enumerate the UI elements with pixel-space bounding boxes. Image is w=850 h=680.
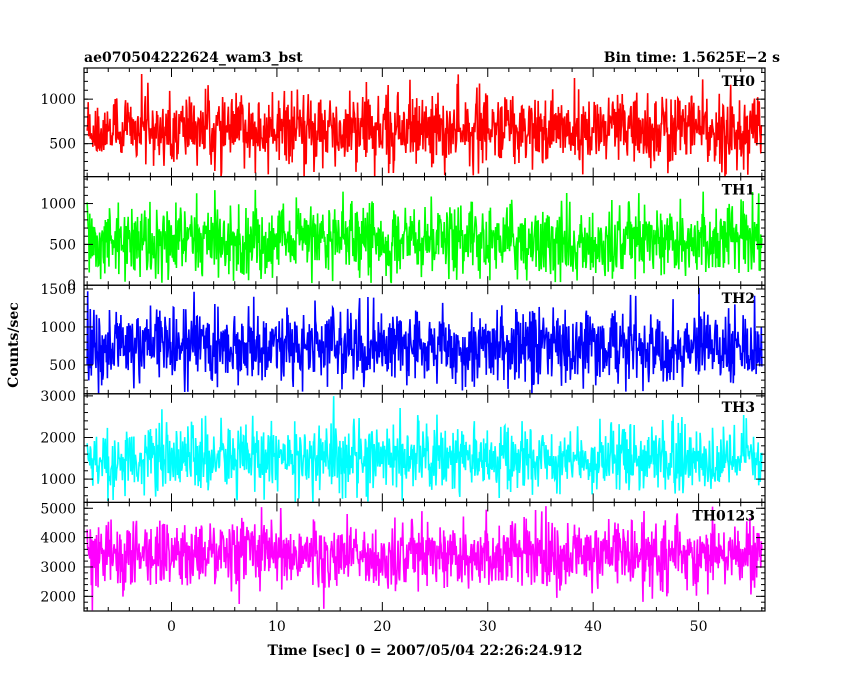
y-tick-label: 3000 <box>40 389 76 405</box>
bin-time-label: Bin time: 1.5625E−2 s <box>604 50 780 66</box>
y-tick-label: 0 <box>67 278 76 294</box>
series-line-th1 <box>86 189 763 284</box>
y-tick-label: 2000 <box>40 430 76 446</box>
panel-label: TH0123 <box>692 508 755 524</box>
series-line-th0123 <box>86 506 763 611</box>
series-line-th3 <box>86 396 763 503</box>
y-tick-label: 1000 <box>40 197 76 213</box>
series-line-th0 <box>86 73 763 177</box>
panels-group: 5001000TH005001000TH150010001500TH210002… <box>40 67 766 635</box>
series-line-th2 <box>86 287 763 394</box>
y-tick-label: 500 <box>49 358 76 374</box>
y-tick-label: 1000 <box>40 472 76 488</box>
y-tick-label: 500 <box>49 137 76 153</box>
panel-label: TH3 <box>722 400 755 416</box>
x-tick-label: 40 <box>584 619 602 635</box>
y-tick-label: 1500 <box>40 282 76 298</box>
chart-title: ae070504222624_wam3_bst <box>84 50 303 66</box>
panel-label: TH1 <box>722 183 755 199</box>
panel-label: TH0 <box>722 74 756 90</box>
panel-th0123: 2000 3000 4000 5000 TH0123 <box>40 501 766 612</box>
x-tick-label: 20 <box>373 619 391 635</box>
y-tick-label: 3000 <box>40 560 76 576</box>
x-tick-label: 50 <box>690 619 708 635</box>
panel-th3: 1000 2000 3000 TH3 <box>40 389 766 503</box>
y-axis-label: Counts/sec <box>6 302 22 388</box>
panel-th1: 0 500 1000 TH1 <box>40 176 766 294</box>
y-tick-label: 4000 <box>40 531 76 547</box>
y-tick-label: 1000 <box>40 92 76 108</box>
y-tick-label: 1000 <box>40 320 76 336</box>
panel-label: TH2 <box>722 291 755 307</box>
x-tick-label: 0 <box>167 619 176 635</box>
y-tick-label: 500 <box>49 237 76 253</box>
panel-th2: 500 1000 1500 TH2 <box>40 282 766 395</box>
panel-th0: 500 1000 TH0 <box>40 67 766 178</box>
y-tick-label: 5000 <box>40 501 76 517</box>
x-tick-label: 10 <box>268 619 286 635</box>
y-tick-label: 2000 <box>40 589 76 605</box>
x-axis-label: Time [sec] 0 = 2007/05/04 22:26:24.912 <box>268 643 583 659</box>
x-tick-label: 30 <box>479 619 497 635</box>
